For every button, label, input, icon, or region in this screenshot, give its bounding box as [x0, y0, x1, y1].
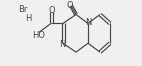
- Text: Br: Br: [18, 5, 27, 14]
- Text: N: N: [59, 40, 65, 49]
- Text: N: N: [85, 18, 91, 27]
- Text: HO: HO: [33, 31, 45, 40]
- Text: O: O: [49, 6, 55, 15]
- Text: O: O: [67, 1, 73, 10]
- Text: H: H: [25, 14, 31, 23]
